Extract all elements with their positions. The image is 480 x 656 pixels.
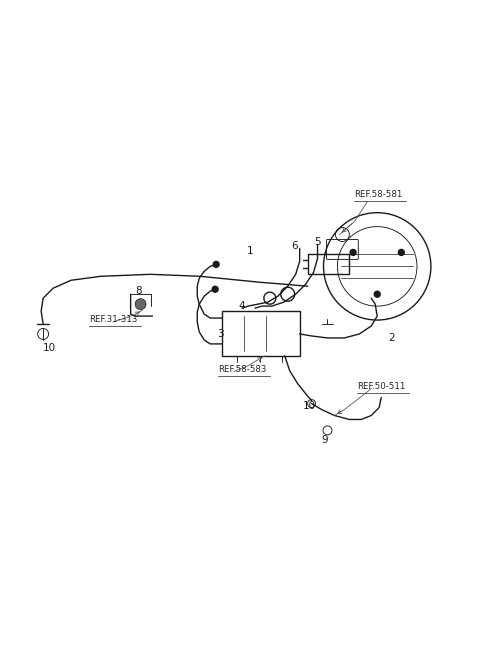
- Circle shape: [374, 291, 380, 297]
- Text: 9: 9: [321, 436, 328, 445]
- Text: REF.50-511: REF.50-511: [357, 382, 406, 390]
- Circle shape: [350, 249, 356, 255]
- Text: 10: 10: [303, 401, 316, 411]
- Text: REF.58-583: REF.58-583: [218, 365, 266, 374]
- Text: REF.31-313: REF.31-313: [89, 315, 137, 324]
- Circle shape: [213, 261, 219, 268]
- Text: 1: 1: [247, 247, 253, 256]
- Text: 6: 6: [291, 241, 298, 251]
- Text: REF.58-581: REF.58-581: [354, 190, 403, 199]
- Text: 3: 3: [217, 329, 223, 339]
- Text: 8: 8: [135, 286, 142, 297]
- Text: 2: 2: [388, 333, 395, 343]
- Text: 5: 5: [314, 237, 321, 247]
- Text: 4: 4: [239, 301, 245, 311]
- Circle shape: [135, 298, 146, 310]
- Text: 10: 10: [43, 343, 56, 353]
- Circle shape: [212, 286, 218, 292]
- Circle shape: [398, 249, 404, 255]
- Bar: [308, 255, 349, 274]
- Bar: [222, 311, 300, 356]
